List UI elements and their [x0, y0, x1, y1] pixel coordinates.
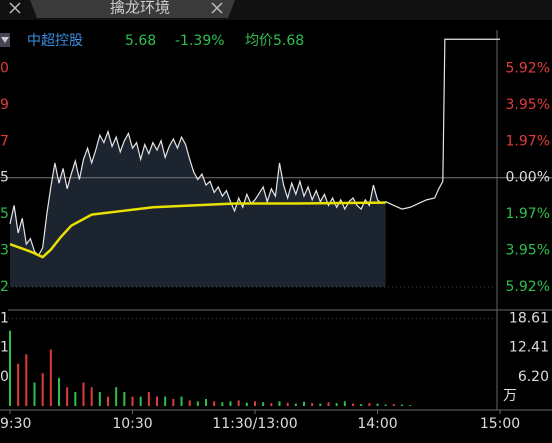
volume-bar	[123, 391, 126, 406]
y-tick-label: 0.00%	[506, 170, 550, 186]
volume-bar	[262, 402, 265, 406]
volume-bar	[131, 396, 134, 406]
y-tick-label: 5.92%	[506, 60, 550, 76]
volume-bar	[66, 387, 69, 406]
volume-bar	[221, 402, 224, 406]
volume-bar	[254, 401, 256, 406]
x-tick-label: 11:30/13:00	[212, 416, 297, 432]
y-tick-label: 6.20	[518, 369, 549, 385]
price: 5.68	[125, 33, 156, 49]
price-area	[10, 131, 386, 287]
x-tick-label: 14:00	[357, 416, 397, 432]
price-line	[9, 201, 386, 259]
volume-bar	[311, 403, 314, 406]
volume-bar	[205, 398, 207, 406]
x-tick-label: 9:30	[0, 416, 31, 432]
volume-bar	[245, 402, 248, 406]
volume-bar	[409, 405, 412, 406]
volume-bar	[98, 391, 101, 406]
volume-bar	[229, 401, 232, 406]
volume-bar	[156, 396, 158, 406]
volume-bar	[303, 401, 305, 406]
left-tick-label: 0	[0, 369, 9, 385]
volume-bar	[164, 396, 167, 406]
volume-bar	[188, 400, 191, 406]
volume-bar	[147, 391, 150, 406]
volume-bar	[360, 404, 363, 406]
left-tick-label: 2	[0, 279, 9, 295]
volume-bar	[196, 401, 199, 406]
y-tick-label: 3.95%	[506, 243, 550, 259]
y-tick-label: 12.41	[509, 340, 549, 356]
x-tick-label: 10:30	[112, 416, 152, 432]
left-tick-label: 1	[0, 311, 9, 327]
volume-bar	[384, 404, 387, 406]
volume-bar	[172, 398, 175, 406]
volume-bar	[74, 391, 77, 406]
change: -1.39%	[175, 33, 225, 49]
volume-bar	[33, 382, 36, 406]
volume-bar	[368, 403, 371, 406]
volume-bar	[319, 403, 322, 406]
volume-bar	[327, 402, 330, 406]
left-tick-label: 5	[0, 170, 9, 186]
price-line	[9, 38, 500, 257]
volume-bar	[41, 373, 44, 406]
volume-bar	[343, 401, 346, 406]
y-tick-label: 18.61	[509, 311, 549, 327]
volume-bar	[352, 403, 354, 406]
volume-bar	[25, 354, 28, 406]
dropdown-icon	[1, 37, 9, 43]
x-tick-label: 15:00	[480, 416, 520, 432]
y-tick-label: 5.92%	[506, 279, 550, 295]
left-tick-label: 9	[0, 97, 9, 113]
volume-bar	[392, 404, 395, 406]
left-tick-label: 7	[0, 133, 9, 149]
close-icon[interactable]	[9, 2, 21, 14]
volume-bar	[82, 382, 85, 406]
y-tick-label: 1.97%	[506, 133, 550, 149]
volume-bar	[139, 396, 142, 406]
volume-bar	[270, 403, 273, 406]
volume-bar	[115, 387, 118, 406]
volume-bar	[49, 349, 52, 406]
left-tick-label: 1	[0, 340, 9, 356]
volume-bar	[90, 387, 93, 406]
average-price: 均价5.68	[245, 33, 304, 49]
left-tick-label: 3	[0, 243, 9, 259]
volume-bar	[294, 403, 297, 406]
volume-bar	[213, 401, 216, 406]
volume-bar	[335, 403, 338, 406]
volume-bar	[180, 396, 183, 406]
volume-bar	[237, 400, 240, 406]
y-tick-label: 3.95%	[506, 97, 550, 113]
volume-bar	[278, 401, 281, 406]
close-icon[interactable]	[211, 2, 223, 14]
y-tick-label: 1.97%	[506, 206, 550, 222]
tab[interactable]	[30, 0, 235, 18]
volume-bar	[9, 330, 11, 406]
volume-bar	[401, 404, 403, 406]
volume-bar	[376, 403, 379, 406]
volume-bar	[58, 377, 60, 406]
left-tick-label: 5	[0, 206, 9, 222]
tab-title[interactable]: 擒龙环境	[110, 0, 170, 17]
stock-name[interactable]: 中超控股	[27, 33, 83, 49]
volume-bar	[286, 402, 289, 406]
volume-bar	[17, 363, 20, 406]
unit-label: 万	[503, 388, 517, 404]
left-tick-label: 0	[0, 60, 9, 76]
volume-bar	[107, 396, 109, 406]
